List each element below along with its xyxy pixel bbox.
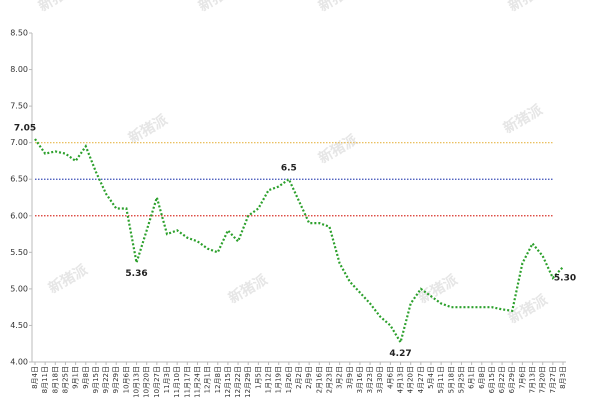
x-tick-label: 11月24日 — [193, 366, 201, 398]
x-tick-label: 5月4日 — [427, 366, 435, 389]
x-tick-label: 10月6日 — [122, 366, 130, 393]
x-tick-label: 1月26日 — [285, 366, 293, 393]
x-tick-label: 8月4日 — [31, 366, 39, 389]
x-tick-label: 2月9日 — [305, 366, 313, 389]
value-label: 5.36 — [125, 269, 147, 279]
x-tick-label: 12月1日 — [204, 366, 212, 393]
y-tick-label: 7.00 — [10, 138, 28, 147]
x-tick-label: 2月23日 — [325, 366, 333, 393]
x-tick-label: 2月2日 — [295, 366, 303, 389]
x-tick-label: 7月20日 — [539, 366, 547, 393]
watermark: 新猪派 — [126, 111, 172, 147]
x-tick-label: 12月22日 — [234, 366, 242, 398]
watermark: 新猪派 — [501, 101, 547, 137]
watermark: 新猪派 — [196, 0, 242, 15]
watermark: 新猪派 — [46, 261, 92, 297]
x-tick-label: 8月18日 — [51, 366, 59, 393]
x-tick-label: 12月15日 — [224, 366, 232, 398]
x-tick-label: 8月25日 — [61, 366, 69, 393]
x-tick-label: 3月16日 — [356, 366, 364, 393]
x-tick-label: 11月3日 — [163, 366, 171, 393]
x-tick-label: 1月12日 — [265, 366, 273, 393]
x-tick-label: 8月11日 — [41, 366, 49, 393]
watermark: 新猪派 — [36, 0, 82, 15]
x-tick-label: 3月30日 — [376, 366, 384, 393]
y-tick-label: 6.50 — [10, 175, 28, 184]
x-tick-label: 4月27日 — [417, 366, 425, 393]
y-tick-label: 7.50 — [10, 102, 28, 111]
x-tick-label: 3月9日 — [346, 366, 354, 389]
x-tick-label: 6月8日 — [478, 366, 486, 389]
x-tick-label: 1月19日 — [275, 366, 283, 393]
x-tick-label: 1月5日 — [254, 366, 262, 389]
x-tick-label: 10月20日 — [143, 366, 151, 398]
x-tick-label: 11月17日 — [183, 366, 191, 398]
watermark: 新猪派 — [316, 0, 362, 15]
y-tick-label: 4.00 — [10, 358, 28, 367]
x-tick-label: 9月1日 — [72, 366, 80, 389]
x-tick-label: 7月13日 — [529, 366, 537, 393]
x-tick-label: 6月1日 — [468, 366, 476, 389]
value-label: 4.27 — [389, 349, 411, 359]
x-tick-label: 7月6日 — [518, 366, 526, 389]
x-tick-label: 4月6日 — [386, 366, 394, 389]
watermark: 新猪派 — [226, 271, 272, 307]
watermark: 新猪派 — [506, 291, 552, 327]
watermark: 新猪派 — [506, 0, 552, 15]
y-tick-label: 8.50 — [10, 29, 28, 38]
x-tick-label: 10月13日 — [133, 366, 141, 398]
y-tick-label: 8.00 — [10, 65, 28, 74]
x-tick-label: 8月3日 — [559, 366, 567, 389]
price-line — [34, 138, 564, 346]
value-label: 5.30 — [554, 273, 576, 283]
x-tick-label: 9月22日 — [102, 366, 110, 393]
x-tick-label: 5月18日 — [447, 366, 455, 393]
value-label: 6.5 — [281, 164, 297, 174]
x-tick-label: 6月22日 — [498, 366, 506, 393]
x-tick-label: 3月2日 — [336, 366, 344, 389]
x-tick-label: 2月16日 — [315, 366, 323, 393]
x-tick-label: 6月29日 — [508, 366, 516, 393]
x-tick-label: 9月29日 — [112, 366, 120, 393]
x-tick-label: 9月8日 — [82, 366, 90, 389]
y-tick-label: 5.00 — [10, 284, 28, 293]
x-tick-label: 11月10日 — [173, 366, 181, 398]
x-tick-label: 12月29日 — [244, 366, 252, 398]
y-tick-label: 4.50 — [10, 321, 28, 330]
x-tick-label: 7月27日 — [549, 366, 557, 393]
value-label: 7.05 — [14, 124, 36, 134]
x-tick-label: 6月15日 — [488, 366, 496, 393]
x-tick-label: 12月8日 — [214, 366, 222, 393]
watermark: 新猪派 — [316, 131, 362, 167]
x-tick-label: 10月27日 — [153, 366, 161, 398]
x-tick-label: 4月13日 — [397, 366, 405, 393]
x-tick-label: 5月25日 — [457, 366, 465, 393]
x-tick-label: 9月15日 — [92, 366, 100, 393]
x-tick-label: 5月11日 — [437, 366, 445, 393]
x-tick-label: 4月20日 — [407, 366, 415, 393]
y-tick-label: 5.50 — [10, 248, 28, 257]
y-tick-label: 6.00 — [10, 211, 28, 220]
x-tick-label: 3月23日 — [366, 366, 374, 393]
